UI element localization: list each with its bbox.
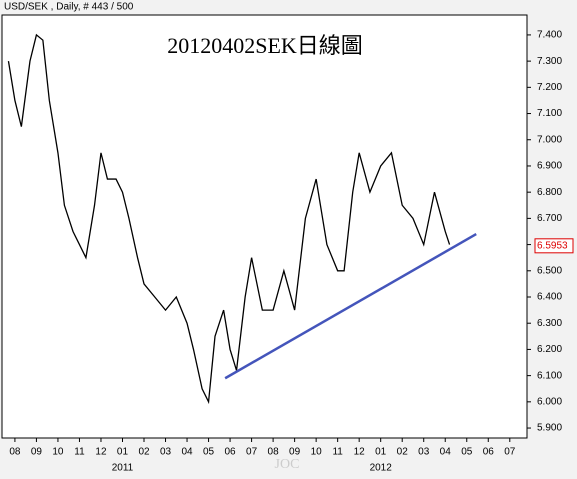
x-tick-label: 11 xyxy=(74,447,85,458)
x-tick-label: 11 xyxy=(332,447,343,458)
x-tick-label: 04 xyxy=(181,447,193,458)
y-tick-label: 6.400 xyxy=(537,292,562,303)
trendline xyxy=(224,233,477,380)
x-tick-label: 10 xyxy=(311,447,323,458)
x-tick-label: 10 xyxy=(52,447,64,458)
price-line xyxy=(7,33,451,405)
last-price-box xyxy=(534,238,574,254)
x-tick-label: 03 xyxy=(160,447,172,458)
plot-area xyxy=(1,14,528,439)
x-tick-label: 07 xyxy=(246,447,258,458)
y-tick-label: 6.500 xyxy=(537,265,562,276)
x-tick-label: 02 xyxy=(397,447,409,458)
y-tick-label: 6.100 xyxy=(537,370,562,381)
header: USD/SEK , Daily, # 443 / 500 xyxy=(4,2,134,13)
x-tick-label: 09 xyxy=(31,447,43,458)
x-tick-label: 05 xyxy=(203,447,215,458)
y-tick-label: 7.300 xyxy=(537,56,562,67)
x-tick-label: 05 xyxy=(461,447,473,458)
x-tick-label: 08 xyxy=(268,447,280,458)
year-label: 2012 xyxy=(370,463,393,474)
y-tick-label: 6.200 xyxy=(537,344,562,355)
y-tick-label: 6.700 xyxy=(537,213,562,224)
year-label: 2011 xyxy=(112,463,134,474)
x-tick-label: 08 xyxy=(9,447,21,458)
x-tick-label: 06 xyxy=(483,447,495,458)
y-tick-label: 7.100 xyxy=(537,108,562,119)
x-tick-label: 12 xyxy=(95,447,107,458)
y-tick-label: 6.300 xyxy=(537,318,562,329)
y-tick-label: 6.800 xyxy=(537,187,562,198)
y-tick-label: 7.200 xyxy=(537,82,562,93)
x-tick-label: 09 xyxy=(289,447,301,458)
watermark: JOC xyxy=(275,457,300,472)
y-tick-label: 7.000 xyxy=(537,134,562,145)
x-tick-label: 07 xyxy=(504,447,516,458)
y-tick-label: 7.400 xyxy=(537,30,562,41)
x-tick-label: 02 xyxy=(138,447,150,458)
x-tick-label: 06 xyxy=(225,447,237,458)
x-tick-label: 04 xyxy=(440,447,452,458)
x-tick-label: 12 xyxy=(354,447,366,458)
last-price-label: 6.5953 xyxy=(537,240,568,251)
x-tick-label: 01 xyxy=(117,447,129,458)
y-tick-label: 6.900 xyxy=(537,161,562,172)
x-tick-label: 03 xyxy=(418,447,430,458)
chart-title: 20120402SEK日線圖 xyxy=(167,33,363,58)
y-tick-label: 5.900 xyxy=(537,423,562,434)
x-tick-label: 01 xyxy=(375,447,387,458)
y-tick-label: 6.000 xyxy=(537,396,562,407)
